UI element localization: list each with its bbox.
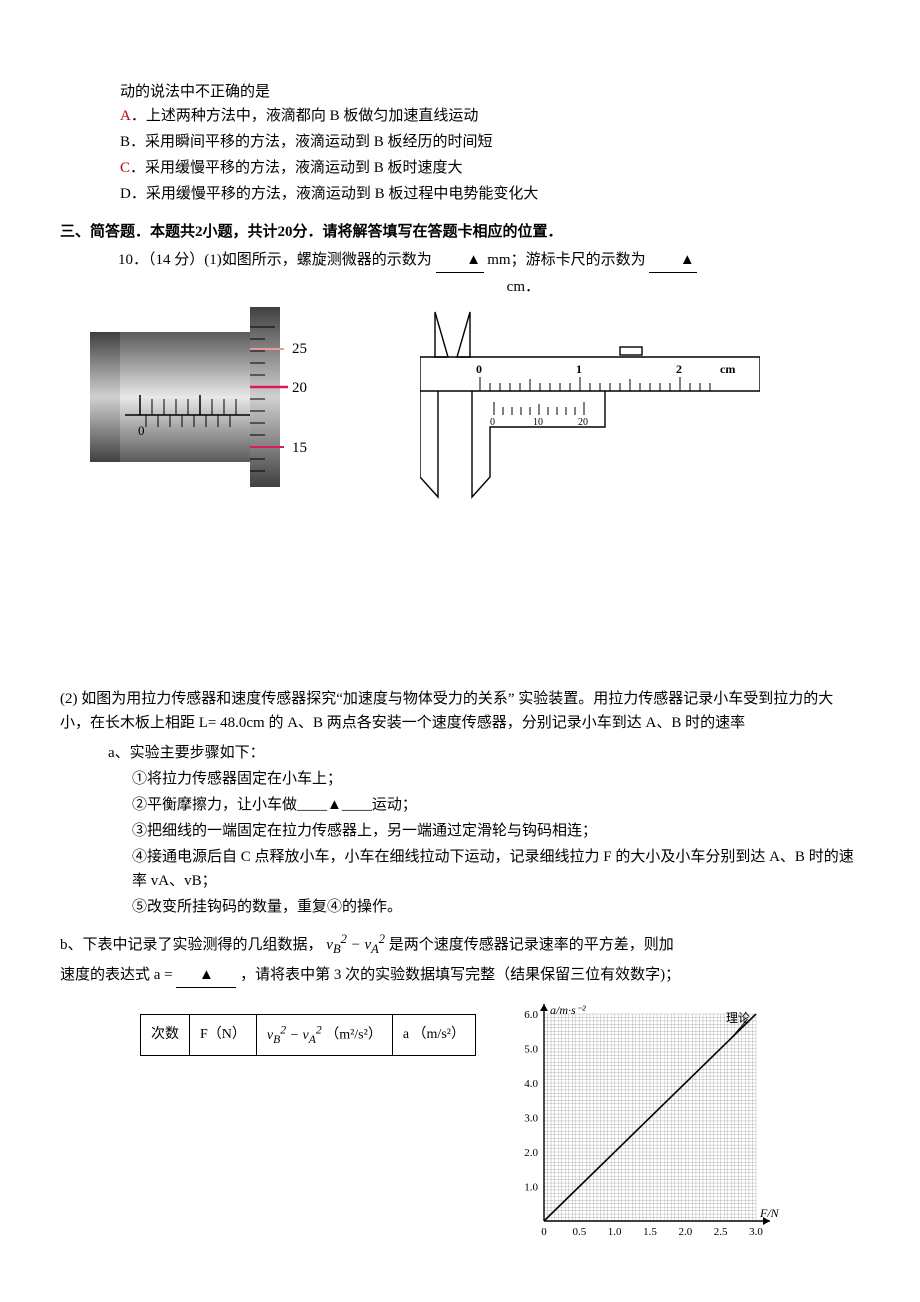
main-scale-ticks bbox=[480, 377, 710, 391]
option-a-letter: A bbox=[120, 108, 131, 124]
main-cm-label: cm bbox=[720, 362, 735, 376]
b2-text-b: ，请将表中第 3 次的实验数据填写完整（结果保留三位有效数字)； bbox=[240, 967, 680, 983]
th-3: a （m/s²） bbox=[392, 1015, 475, 1056]
svg-text:6.0: 6.0 bbox=[524, 1009, 538, 1021]
svg-text:0: 0 bbox=[541, 1226, 547, 1238]
option-d: D．采用缓慢平移的方法，液滴运动到 B 板过程中电势能变化大 bbox=[120, 182, 860, 206]
svg-text:3.0: 3.0 bbox=[524, 1113, 538, 1125]
b-text-b: 是两个速度传感器记录速率的平方差，则加 bbox=[389, 937, 674, 953]
option-b-text: ．采用瞬间平移的方法，液滴运动到 B 板经历的时间短 bbox=[130, 134, 493, 150]
svg-text:F/N: F/N bbox=[759, 1206, 780, 1220]
option-c-text: ．采用缓慢平移的方法，液滴运动到 B 板时速度大 bbox=[130, 160, 463, 176]
svg-text:5.0: 5.0 bbox=[524, 1044, 538, 1056]
option-c-letter: C bbox=[120, 160, 130, 176]
svg-text:2.0: 2.0 bbox=[678, 1226, 692, 1238]
part2-intro: (2) 如图为用拉力传感器和速度传感器探究“加速度与物体受力的关系” 实验装置。… bbox=[60, 687, 860, 735]
part2-b-line1: b、下表中记录了实验测得的几组数据， vB2 − vA2 是两个速度传感器记录速… bbox=[60, 929, 860, 959]
svg-text:0.5: 0.5 bbox=[572, 1226, 586, 1238]
vernier-20-label: 20 bbox=[578, 417, 588, 428]
step-4: ④接通电源后自 C 点释放小车，小车在细线拉动下运动，记录细线拉力 F 的大小及… bbox=[132, 845, 860, 893]
b-formula: vB2 − vA2 bbox=[326, 937, 385, 953]
option-d-letter: D bbox=[120, 186, 131, 202]
data-table: 次数 F（N） vB2 − vA2 （m²/s²） a （m/s²） bbox=[140, 1014, 476, 1056]
q-intro-fragment: 动的说法中不正确的是 bbox=[120, 80, 860, 104]
svg-text:4.0: 4.0 bbox=[524, 1078, 538, 1090]
th-2: vB2 − vA2 （m²/s²） bbox=[256, 1015, 392, 1056]
step-2: ②平衡摩擦力，让小车做____▲____运动； bbox=[132, 793, 860, 817]
svg-text:1.0: 1.0 bbox=[524, 1182, 538, 1194]
option-c: C．采用缓慢平移的方法，液滴运动到 B 板时速度大 bbox=[120, 156, 860, 180]
main-1-label: 1 bbox=[576, 362, 582, 376]
blank-2: ▲ bbox=[649, 248, 697, 273]
vernier-0-label: 0 bbox=[490, 417, 495, 428]
figures-row: 0 25 20 15 bbox=[90, 307, 860, 517]
q10-text-b: mm；游标卡尺的示数为 bbox=[487, 252, 645, 268]
q10-text-a: 10．（14 分）(1)如图所示，螺旋测微器的示数为 bbox=[118, 252, 432, 268]
svg-text:1.0: 1.0 bbox=[608, 1226, 622, 1238]
svg-text:3.0: 3.0 bbox=[749, 1226, 763, 1238]
option-d-text: ．采用缓慢平移的方法，液滴运动到 B 板过程中电势能变化大 bbox=[131, 186, 539, 202]
q10-line2: cm． bbox=[60, 275, 540, 299]
blank-3: ▲ bbox=[176, 963, 236, 988]
main-2-label: 2 bbox=[676, 362, 682, 376]
option-b-letter: B bbox=[120, 134, 130, 150]
th-1: F（N） bbox=[190, 1015, 257, 1056]
table-header-row: 次数 F（N） vB2 − vA2 （m²/s²） a （m/s²） bbox=[141, 1015, 476, 1056]
table-wrap: 次数 F（N） vB2 − vA2 （m²/s²） a （m/s²） bbox=[60, 1000, 476, 1056]
caliper-figure: 0 1 2 cm 0 10 20 bbox=[420, 307, 760, 517]
option-a: A．上述两种方法中，液滴都向 B 板做匀加速直线运动 bbox=[120, 104, 860, 128]
micrometer-figure: 0 25 20 15 bbox=[90, 307, 370, 487]
option-b: B．采用瞬间平移的方法，液滴运动到 B 板经历的时间短 bbox=[120, 130, 860, 154]
chart: 0 0.5 1.0 1.5 2.0 2.5 3.0 1.0 2.0 3.0 4.0 5.0 6.0 a/m… bbox=[506, 1000, 786, 1253]
part2-b-line2: 速度的表达式 a = ▲ ，请将表中第 3 次的实验数据填写完整（结果保留三位有… bbox=[60, 963, 860, 988]
step-1: ①将拉力传感器固定在小车上； bbox=[132, 767, 860, 791]
main-0-label: 0 bbox=[476, 362, 482, 376]
th-0: 次数 bbox=[141, 1015, 190, 1056]
svg-text:2.0: 2.0 bbox=[524, 1147, 538, 1159]
svg-text:a/m·s⁻²: a/m·s⁻² bbox=[550, 1003, 586, 1017]
svg-text:理论: 理论 bbox=[726, 1011, 750, 1025]
thimble-25-label: 25 bbox=[292, 341, 307, 357]
step-5: ⑤改变所挂钩码的数量，重复④的操作。 bbox=[132, 895, 860, 919]
bottom-row: 次数 F（N） vB2 − vA2 （m²/s²） a （m/s²） 0 0.5 1… bbox=[60, 1000, 860, 1253]
b2-text-a: 速度的表达式 a = bbox=[60, 967, 173, 983]
blank-1: ▲ bbox=[436, 248, 484, 273]
part2-a-head: a、实验主要步骤如下： bbox=[108, 741, 860, 765]
b-text-a: b、下表中记录了实验测得的几组数据， bbox=[60, 937, 323, 953]
q10-line1: 10．（14 分）(1)如图所示，螺旋测微器的示数为 ▲ mm；游标卡尺的示数为… bbox=[90, 248, 860, 273]
section-3-header: 三、简答题．本题共2小题，共计20分．请将解答填写在答题卡相应的位置． bbox=[60, 220, 860, 244]
vernier-10-label: 10 bbox=[533, 417, 543, 428]
svg-text:2.5: 2.5 bbox=[714, 1226, 728, 1238]
thimble-20-label: 20 bbox=[292, 380, 307, 396]
option-a-text: ．上述两种方法中，液滴都向 B 板做匀加速直线运动 bbox=[131, 108, 479, 124]
thimble-15-label: 15 bbox=[292, 440, 307, 456]
step-3: ③把细线的一端固定在拉力传感器上，另一端通过定滑轮与钩码相连； bbox=[132, 819, 860, 843]
svg-text:1.5: 1.5 bbox=[643, 1226, 657, 1238]
micrometer-zero-label: 0 bbox=[138, 423, 145, 438]
